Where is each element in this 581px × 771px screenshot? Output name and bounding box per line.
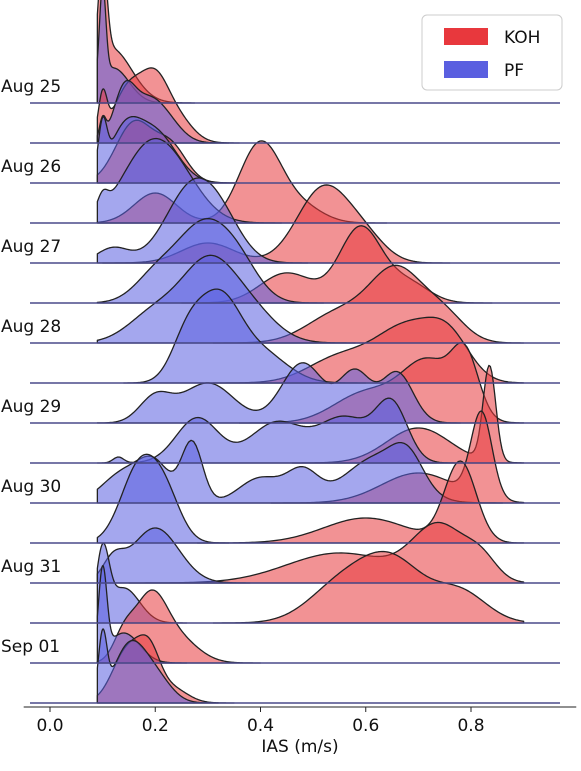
legend-frame (421, 14, 563, 91)
row-label: Aug 25 (1, 77, 61, 97)
ridges-layer (96, 0, 525, 704)
legend-label-koh: KOH (504, 28, 540, 48)
legend-label-pf: PF (504, 61, 524, 81)
row-label: Aug 30 (1, 477, 61, 497)
row-labels-layer: Aug 25 Aug 26 Aug 27 Aug 28 Aug 29 Aug 30 Aug … (1, 77, 61, 657)
baselines-layer (30, 102, 560, 704)
legend-swatch-koh (444, 28, 488, 45)
x-axis: 0.0 0.2 0.4 0.6 0.8 (23, 706, 577, 736)
ridge-koh-row-13 (212, 550, 525, 624)
x-tick-label: 0.2 (142, 716, 169, 736)
x-axis-title: IAS (m/s) (261, 737, 338, 757)
row-label: Aug 31 (1, 557, 61, 577)
x-tick-label: 0.8 (457, 716, 484, 736)
x-tick-label: 0.0 (36, 716, 63, 736)
row-label: Sep 01 (1, 637, 60, 657)
x-tick-label: 0.6 (352, 716, 379, 736)
x-tick-label: 0.4 (247, 716, 274, 736)
legend-swatch-pf (444, 61, 488, 78)
row-label: Aug 28 (1, 317, 61, 337)
row-label: Aug 27 (1, 237, 61, 257)
row-label: Aug 29 (1, 397, 61, 417)
row-label: Aug 26 (1, 157, 61, 177)
ridge-pf-row-10 (96, 439, 504, 504)
legend: KOH PF (421, 14, 563, 91)
ridge-pf-row-8 (96, 362, 462, 424)
